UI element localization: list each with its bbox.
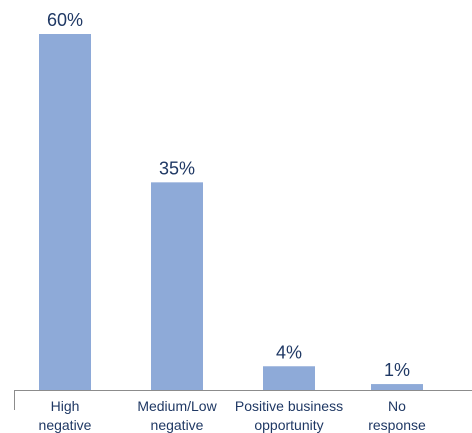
category-label-line: No: [388, 398, 406, 414]
bar-no-response: [371, 384, 423, 390]
category-label-line: High: [51, 398, 80, 414]
value-label-positive-business-opportunity: 4%: [276, 342, 302, 362]
bar-medium-low-negative: [151, 182, 203, 390]
bar-high-negative: [39, 34, 91, 390]
category-label-line: Positive business: [235, 398, 343, 414]
category-labels-group: High negative Medium/Low negative Positive b…: [39, 398, 426, 433]
category-label-high-negative: High negative: [39, 398, 92, 433]
category-label-line: opportunity: [254, 417, 323, 433]
bar-positive-business-opportunity: [263, 366, 315, 390]
category-label-line: negative: [39, 417, 92, 433]
category-label-positive-business-opportunity: Positive business opportunity: [235, 398, 343, 433]
category-label-medium-low-negative: Medium/Low negative: [137, 398, 217, 433]
category-label-line: response: [368, 417, 426, 433]
value-labels-group: 60% 35% 4% 1%: [47, 10, 410, 380]
category-label-line: negative: [151, 417, 204, 433]
category-label-line: Medium/Low: [137, 398, 217, 414]
value-label-medium-low-negative: 35%: [159, 158, 195, 178]
value-label-no-response: 1%: [384, 360, 410, 380]
value-label-high-negative: 60%: [47, 10, 83, 30]
category-label-no-response: No response: [368, 398, 426, 433]
bars-group: [39, 34, 423, 390]
